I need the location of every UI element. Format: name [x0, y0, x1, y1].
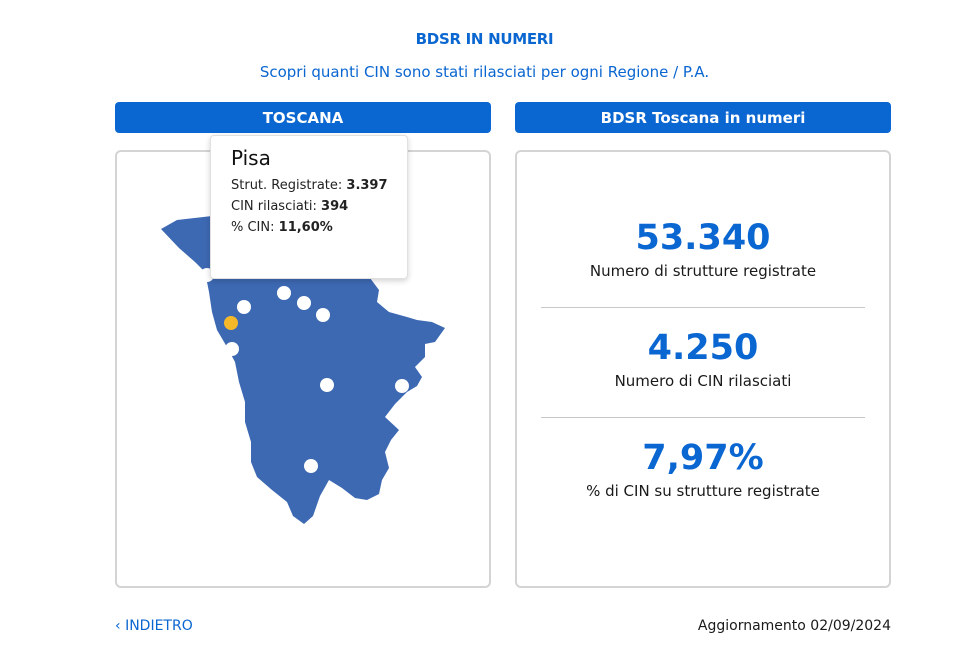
- page-title: BDSR IN NUMERI: [415, 30, 554, 48]
- tooltip-row-value: 11,60%: [278, 220, 333, 235]
- tooltip-row-value: 394: [321, 199, 349, 214]
- tooltip-city-name: Pisa: [231, 146, 271, 170]
- city-marker[interactable]: [237, 300, 251, 314]
- tooltip-row-label: CIN rilasciati:: [231, 199, 317, 214]
- stat-registered: 53.340 Numero di strutture registrate: [517, 218, 889, 280]
- stats-header: BDSR Toscana in numeri: [515, 102, 891, 133]
- map-panel: Pisa Strut. Registrate: 3.397 CIN rilasc…: [115, 135, 491, 588]
- divider: [541, 417, 865, 418]
- city-marker[interactable]: [395, 379, 409, 393]
- city-marker-pisa-selected[interactable]: [224, 316, 238, 330]
- stats-panel: 53.340 Numero di strutture registrate 4.…: [515, 150, 891, 588]
- stat-label: Numero di CIN rilasciati: [614, 372, 792, 390]
- city-marker[interactable]: [277, 286, 291, 300]
- city-tooltip: Pisa Strut. Registrate: 3.397 CIN rilasc…: [210, 135, 408, 279]
- city-marker[interactable]: [297, 296, 311, 310]
- tooltip-row-percent: % CIN: 11,60%: [231, 220, 387, 235]
- tooltip-row-registrate: Strut. Registrate: 3.397: [231, 178, 388, 193]
- stat-value: 7,97%: [642, 438, 764, 478]
- toscana-region-shape[interactable]: [161, 216, 445, 524]
- city-marker[interactable]: [320, 378, 334, 392]
- city-marker[interactable]: [225, 342, 239, 356]
- chevron-left-icon: ‹: [115, 618, 121, 634]
- back-label: INDIETRO: [125, 618, 193, 634]
- last-updated: Aggiornamento 02/09/2024: [697, 618, 891, 634]
- city-marker[interactable]: [304, 459, 318, 473]
- tooltip-row-label: Strut. Registrate:: [231, 178, 343, 193]
- tooltip-row-value: 3.397: [346, 178, 388, 193]
- tooltip-row-cin: CIN rilasciati: 394: [231, 199, 387, 214]
- stat-value: 4.250: [647, 328, 759, 368]
- region-header: TOSCANA: [115, 102, 491, 133]
- city-marker[interactable]: [316, 308, 330, 322]
- tooltip-row-label: % CIN:: [231, 220, 275, 235]
- page-subtitle: Scopri quanti CIN sono stati rilasciati …: [259, 63, 710, 81]
- stat-label: % di CIN su strutture registrate: [586, 482, 820, 500]
- region-map: [161, 216, 445, 524]
- stat-value: 53.340: [635, 218, 771, 258]
- stat-label: Numero di strutture registrate: [589, 262, 817, 280]
- divider: [541, 307, 865, 308]
- stat-percent: 7,97% % di CIN su strutture registrate: [517, 438, 889, 500]
- back-link[interactable]: ‹ INDIETRO: [115, 618, 193, 634]
- stat-cin: 4.250 Numero di CIN rilasciati: [517, 328, 889, 390]
